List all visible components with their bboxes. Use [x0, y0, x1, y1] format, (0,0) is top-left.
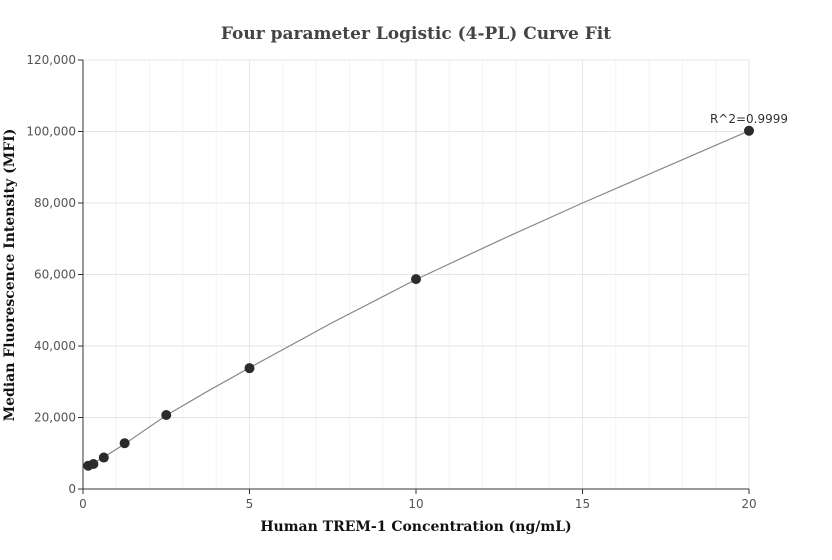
y-tick-label: 0 — [68, 482, 76, 496]
data-point — [98, 452, 109, 463]
y-tick-label: 120,000 — [26, 53, 76, 67]
chart-title: Four parameter Logistic (4-PL) Curve Fit — [221, 24, 611, 44]
y-tick-label: 100,000 — [26, 125, 76, 139]
data-point — [88, 458, 99, 469]
data-point — [411, 274, 421, 285]
x-tick-label: 15 — [575, 497, 590, 511]
y-tick-label: 20,000 — [34, 411, 76, 425]
data-point — [119, 438, 130, 449]
x-axis-ticks: 0 5 10 15 20 — [79, 489, 757, 511]
data-point — [244, 363, 255, 374]
x-tick-label: 5 — [246, 497, 254, 511]
y-tick-label: 60,000 — [34, 268, 76, 282]
y-axis-label: Median Fluorescence Intensity (MFI) — [2, 129, 18, 422]
data-point — [161, 409, 172, 420]
x-tick-label: 20 — [741, 497, 756, 511]
y-axis-ticks: 0 20,000 40,000 60,000 80,000 100,000 120,000 — [26, 53, 83, 496]
r-squared-annotation: R^2=0.9999 — [710, 112, 788, 126]
y-tick-label: 40,000 — [34, 339, 76, 353]
x-tick-label: 0 — [79, 497, 87, 511]
x-axis-label: Human TREM-1 Concentration (ng/mL) — [260, 519, 571, 535]
data-points — [83, 125, 754, 471]
x-tick-label: 10 — [408, 497, 423, 511]
data-point — [744, 125, 754, 136]
y-tick-label: 80,000 — [34, 196, 76, 210]
